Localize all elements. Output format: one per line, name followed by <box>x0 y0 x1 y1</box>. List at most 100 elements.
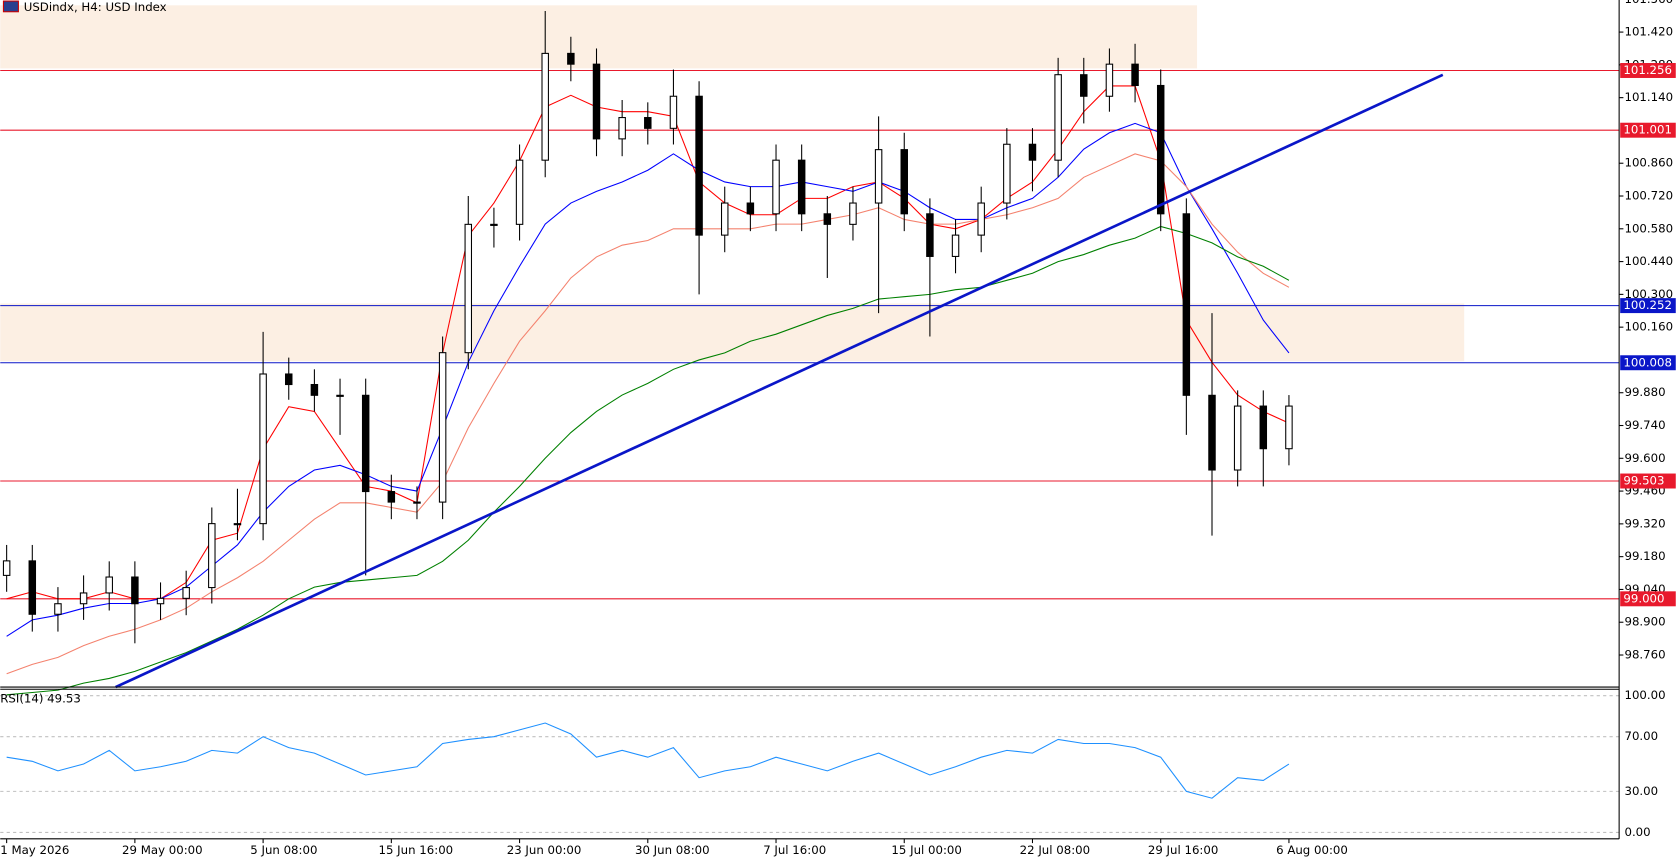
moving-average <box>6 153 1290 675</box>
candle-body <box>618 117 626 140</box>
level-label-box <box>1620 355 1676 371</box>
candle-body <box>1028 143 1037 161</box>
candle-body <box>951 234 960 257</box>
y-tick-label: 100.580 <box>1624 221 1673 235</box>
candle-body <box>746 202 755 215</box>
level-label-box <box>1620 591 1676 607</box>
candle-body <box>1285 405 1293 450</box>
candle-body <box>54 603 62 615</box>
candle-body <box>387 491 396 503</box>
candle-body <box>1208 394 1216 471</box>
candle-body <box>413 501 421 504</box>
x-tick-label: 23 Jun 00:00 <box>507 843 582 857</box>
candle-body <box>1105 63 1114 97</box>
candle-body <box>567 52 575 65</box>
y-tick-label: 99.600 <box>1624 451 1665 465</box>
candle-body <box>823 213 832 225</box>
level-label-box <box>1620 473 1676 489</box>
y-tick-label: 99.880 <box>1624 385 1665 399</box>
level-label-box <box>1620 63 1676 78</box>
y-tick-label: 100.160 <box>1624 320 1673 334</box>
level-label: 101.001 <box>1623 123 1672 137</box>
candle-body <box>28 560 37 615</box>
trendline <box>115 73 1444 689</box>
y-tick-label: 98.900 <box>1624 615 1665 629</box>
candle-body <box>79 592 88 605</box>
y-tick-label: 101.560 <box>1624 0 1673 6</box>
candle-body <box>541 52 549 161</box>
y-tick-label: 100.440 <box>1624 254 1673 268</box>
x-tick-label: 7 Jul 16:00 <box>763 843 826 857</box>
level-label: 101.256 <box>1623 63 1672 77</box>
candle-body <box>208 523 216 589</box>
grid-layer <box>0 31 1624 833</box>
y-tick-label: 100.720 <box>1624 189 1673 203</box>
x-tick-label: 15 Jul 00:00 <box>891 843 961 857</box>
x-tick-label: 29 Jul 16:00 <box>1148 843 1218 857</box>
level-label: 100.008 <box>1623 355 1672 369</box>
x-tick-label: 5 Jun 08:00 <box>250 843 317 857</box>
candle-body <box>592 63 601 140</box>
candle-body <box>1233 405 1242 471</box>
y-tick-label: 101.140 <box>1624 90 1673 104</box>
candle-body <box>695 95 703 236</box>
x-tick-label: 30 Jun 08:00 <box>635 843 710 857</box>
zone <box>0 5 1198 69</box>
rsi-tick-label: 70.00 <box>1624 729 1658 743</box>
y-tick-label: 98.760 <box>1624 648 1665 662</box>
candle-body <box>464 223 473 354</box>
candle-body <box>1156 84 1165 215</box>
y-tick-label: 99.180 <box>1624 549 1665 563</box>
candle-body <box>259 373 267 525</box>
rsi-tick-label: 100.00 <box>1624 688 1665 702</box>
candle-body <box>644 117 652 129</box>
candle-body <box>182 587 190 599</box>
level-label: 100.252 <box>1623 298 1672 312</box>
candle-body <box>310 383 319 396</box>
candle-body <box>336 394 344 397</box>
x-tick-label: 29 May 00:00 <box>122 843 203 857</box>
candle-body <box>797 159 806 215</box>
candle-body <box>233 523 242 526</box>
candle-body <box>900 149 908 215</box>
x-tick-label: 22 Jul 08:00 <box>1020 843 1090 857</box>
plot-layer <box>2 11 1293 799</box>
candle-body <box>772 159 780 215</box>
level-label: 99.503 <box>1623 474 1664 488</box>
level-label-box <box>1620 298 1676 314</box>
level-label: 99.000 <box>1623 591 1664 605</box>
candle-body <box>720 202 729 236</box>
candle-body <box>874 149 883 204</box>
candle-body <box>285 373 293 386</box>
y-tick-label: 101.420 <box>1624 25 1673 39</box>
candle-body <box>438 352 447 503</box>
candle-body <box>1259 405 1268 450</box>
candle-body <box>105 576 113 594</box>
candle-body <box>1080 74 1088 97</box>
candle-body <box>361 394 370 493</box>
rsi-label: RSI(14) 49.53 <box>0 691 81 705</box>
candle-body <box>849 202 857 225</box>
x-tick-label: 6 Aug 00:00 <box>1276 843 1348 857</box>
x-tick-label: 15 Jun 16:00 <box>379 843 454 857</box>
candle-body <box>515 159 524 225</box>
level-label-box <box>1620 122 1676 138</box>
rsi-line <box>6 722 1290 799</box>
candle-body <box>156 597 165 605</box>
chart-title: USDindx, H4: USD Index <box>24 0 167 14</box>
candle-body <box>977 202 985 236</box>
candle-body <box>1054 74 1062 161</box>
candle-body <box>1131 63 1139 87</box>
y-tick-label: 99.740 <box>1624 418 1665 432</box>
moving-average <box>6 122 1290 637</box>
candle-body <box>2 560 11 576</box>
y-tick-label: 100.300 <box>1624 287 1673 301</box>
candle-body <box>131 576 139 605</box>
candle-body <box>1003 143 1011 204</box>
rsi-tick-label: 0.00 <box>1624 825 1650 839</box>
x-tick-label: 1 May 2026 <box>0 843 69 857</box>
candle-body <box>1182 213 1191 396</box>
